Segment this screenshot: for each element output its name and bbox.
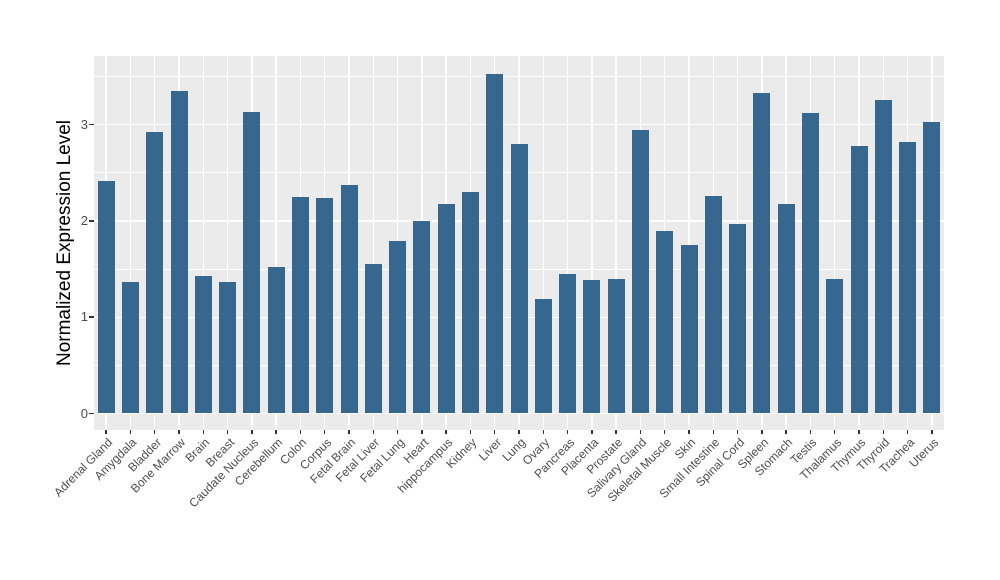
gridline-vertical [688,56,690,430]
bar [631,130,649,414]
x-tick-mark [275,430,277,434]
x-tick-mark [931,430,933,434]
x-tick-mark [785,430,787,434]
plot-panel [94,56,944,430]
bar [801,113,819,414]
x-tick-mark [833,430,836,434]
x-tick-mark [493,430,496,434]
bar [777,203,795,414]
bar [899,141,917,414]
gridline-vertical [834,56,836,430]
bar [316,197,334,414]
gridline-vertical [129,56,132,430]
bar [583,279,601,414]
gridline-vertical [615,56,617,430]
bar [510,143,528,414]
x-tick-mark [858,430,860,434]
x-tick-mark [639,430,642,434]
gridline-vertical [275,56,277,430]
x-tick-mark [299,430,302,434]
bar [194,275,212,414]
bar [534,298,552,414]
gridline-vertical [226,56,229,430]
y-tick-mark [89,316,94,318]
bar [607,278,625,414]
x-tick-mark [518,430,520,434]
bar [753,92,771,414]
x-tick-mark [882,430,885,434]
x-tick-mark [202,430,205,434]
x-tick-mark [566,430,569,434]
gridline-vertical [202,56,204,430]
bar [850,145,868,414]
x-tick-mark [663,430,666,434]
x-tick-mark [129,430,132,434]
bar [219,281,237,414]
x-tick-mark [469,430,472,434]
x-tick-mark [396,430,399,434]
x-tick-mark [372,430,375,434]
y-tick-mark [89,123,94,126]
x-tick-mark [178,430,180,434]
bar [413,220,431,414]
x-tick-mark [809,430,812,434]
x-tick-mark [348,430,350,434]
x-tick-mark [761,430,763,434]
gridline-vertical [542,56,544,430]
x-tick-mark [542,430,545,434]
bar [704,195,722,414]
x-tick-mark [153,430,156,434]
x-tick-mark [615,430,617,434]
y-tick-mark [89,220,94,222]
bar [923,121,941,414]
bar [559,273,577,414]
bar [461,192,479,414]
x-tick-mark [421,430,423,434]
bar [146,132,164,414]
bar [97,181,115,414]
bar [267,267,285,414]
bar [680,244,698,414]
bar [874,99,892,414]
y-tick-label: 2 [80,212,88,228]
bar [656,230,674,414]
bar [291,196,309,414]
x-tick-mark [323,430,326,434]
y-tick-label: 3 [80,116,88,132]
x-tick-mark [688,430,690,434]
gridline-vertical [372,56,374,430]
x-tick-mark [251,430,253,434]
bar [437,203,455,414]
bar [121,281,139,414]
x-tick-mark [736,430,739,434]
bar [340,185,358,414]
x-tick-mark [712,430,715,434]
bar [170,90,188,414]
y-tick-label: 1 [80,309,88,325]
x-tick-mark [226,430,229,434]
bar [729,223,747,414]
x-tick-mark [906,430,909,434]
x-tick-mark [445,430,447,434]
bar [486,73,504,414]
x-tick-mark [591,430,593,434]
bar [389,241,407,414]
bar [826,278,844,414]
bar [243,112,261,414]
y-tick-mark [89,412,94,415]
x-tick-mark [105,430,107,434]
gridline-vertical [566,56,569,430]
bar [364,264,382,414]
y-tick-label: 0 [80,405,88,421]
gridline-vertical [591,56,593,430]
y-axis-title: Normalized Expression Level [54,119,75,367]
